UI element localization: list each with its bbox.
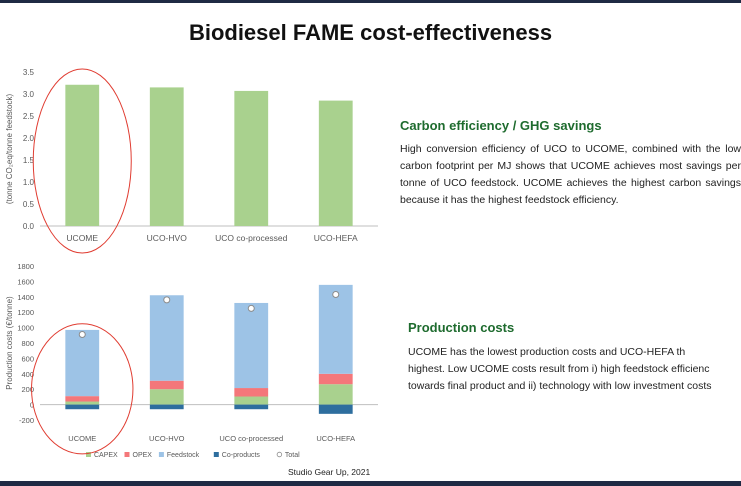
y-tick-label: 1800: [17, 262, 34, 271]
highlight-ellipse: [32, 68, 132, 254]
bar: [65, 84, 100, 226]
legend-label: Total: [285, 452, 300, 459]
legend-label: OPEX: [133, 452, 153, 459]
y-axis-label: Production costs (€/tonne): [5, 296, 14, 390]
bar-segment-capex: [318, 384, 353, 405]
legend-label: CAPEX: [94, 452, 118, 459]
legend-swatch: [86, 452, 91, 457]
y-tick-label: 400: [21, 370, 34, 379]
y-tick-label: 1400: [17, 293, 34, 302]
y-tick-label: 1600: [17, 277, 34, 286]
production-costs-chart: -200 0 200 400 600 800 1000 1200 1400 1600 1800 Pro…: [5, 262, 378, 459]
ghg-savings-chart: 0.0 0.5 1.0 1.5 2.0 2.5 3.0 3.5 (tonne CO₂eq/ton…: [5, 68, 378, 254]
carbon-efficiency-text: High conversion efficiency of UCO to UCO…: [400, 143, 741, 206]
x-tick-label: UCOME: [68, 434, 96, 443]
bar-segment-feedstock: [65, 329, 100, 397]
x-tick-label: UCO-HVO: [147, 233, 188, 243]
bar-segment-opex: [149, 380, 184, 390]
total-marker: [332, 290, 340, 298]
production-costs-line: UCOME has the lowest production costs an…: [408, 346, 686, 358]
production-costs-line: highest. Low UCOME costs result from i) …: [408, 363, 710, 375]
x-tick-label: UCO-HEFA: [314, 233, 358, 243]
production-costs-line: towards final product and ii) technology…: [408, 380, 712, 392]
y-tick-label: 800: [21, 339, 34, 348]
bar-segment-opex: [318, 373, 353, 385]
y-tick-label: 0.0: [23, 222, 35, 231]
bar-segment-co-products: [149, 404, 184, 410]
top-accent-bar: [0, 0, 741, 3]
page-title: Biodiesel FAME cost-effectiveness: [188, 20, 553, 45]
highlight-ellipse: [31, 323, 134, 455]
bar: [318, 100, 353, 226]
y-tick-label: 1.0: [23, 178, 35, 187]
legend-label: Co-products: [222, 452, 261, 459]
y-tick-label: 3.0: [23, 90, 35, 99]
legend-swatch: [124, 452, 130, 457]
y-tick-label: 0: [30, 401, 34, 410]
y-axis-label: (tonne CO₂eq/tonne feedstock): [5, 94, 14, 205]
bar-segment-capex: [234, 396, 269, 405]
y-tick-label: 2.0: [23, 134, 35, 143]
total-marker: [78, 331, 86, 339]
bar-segment-capex: [149, 389, 184, 405]
bar: [234, 90, 269, 226]
total-marker: [163, 296, 171, 304]
production-costs-text: UCOME has the lowest production costs an…: [408, 344, 741, 395]
total-marker: [247, 304, 255, 312]
bar-segment-co-products: [65, 404, 100, 410]
legend-swatch: [276, 451, 283, 458]
bar-segment-capex: [65, 401, 100, 405]
bar-segment-feedstock: [234, 302, 269, 389]
bar: [149, 87, 184, 227]
y-tick-label: 1000: [17, 324, 34, 333]
bar-segment-feedstock: [149, 295, 184, 381]
y-tick-label: 3.5: [23, 68, 35, 77]
y-tick-label: 200: [21, 385, 34, 394]
carbon-efficiency-heading: Carbon efficiency / GHG savings: [400, 118, 602, 133]
y-tick-label: 600: [21, 354, 34, 363]
bar-segment-feedstock: [318, 284, 353, 374]
x-tick-label: UCO co-processed: [219, 434, 283, 443]
y-tick-label: 2.5: [23, 112, 35, 121]
production-costs-heading: Production costs: [408, 320, 515, 335]
bar-segment-opex: [65, 396, 100, 402]
y-tick-label: 0.5: [23, 200, 35, 209]
legend-swatch: [158, 452, 164, 457]
x-tick-label: UCO-HVO: [149, 434, 185, 443]
bar-segment-co-products: [234, 404, 269, 410]
bar-segment-opex: [234, 388, 269, 397]
y-tick-label: -200: [19, 416, 34, 425]
bottom-accent-bar: [0, 481, 741, 486]
legend-swatch: [213, 452, 219, 457]
x-tick-label: UCO co-processed: [215, 233, 288, 243]
source-credit: Studio Gear Up, 2021: [288, 467, 371, 477]
x-tick-label: UCO-HEFA: [316, 434, 355, 443]
y-tick-label: 1200: [17, 308, 34, 317]
bar-segment-co-products: [318, 404, 353, 414]
y-tick-label: 1.5: [23, 156, 35, 165]
legend-label: Feedstock: [167, 452, 200, 459]
x-tick-label: UCOME: [66, 233, 98, 243]
